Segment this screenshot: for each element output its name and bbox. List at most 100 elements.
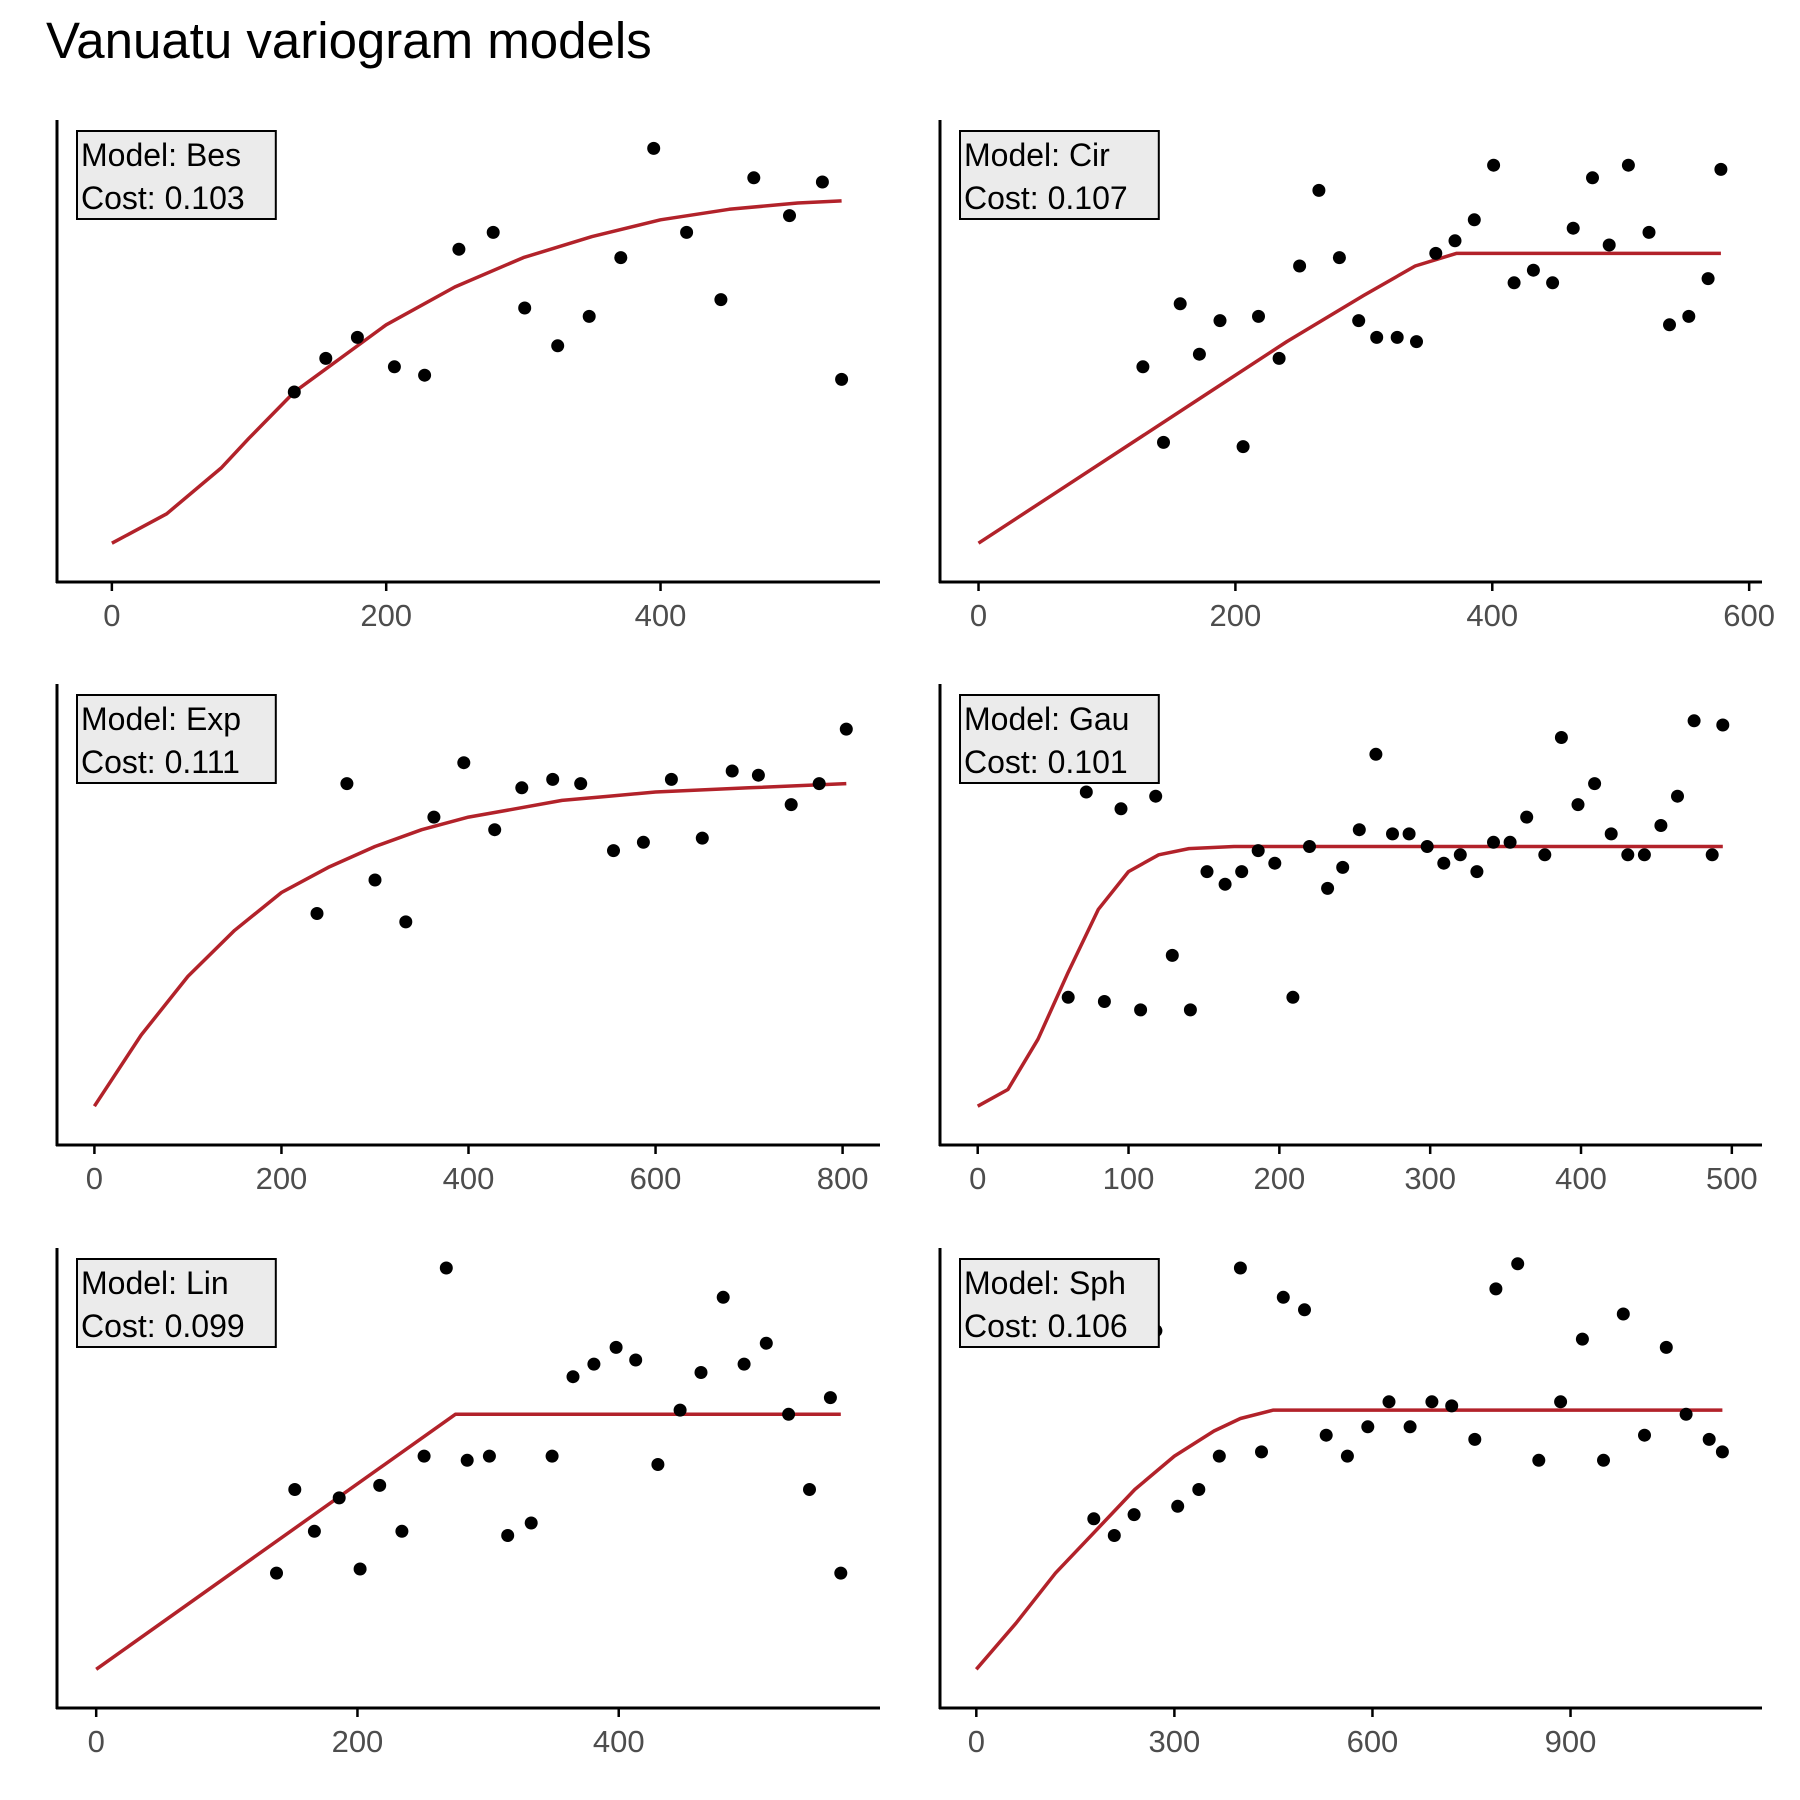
data-point xyxy=(1487,158,1501,172)
cost-label: Cost: 0.106 xyxy=(964,1308,1128,1344)
data-point xyxy=(418,368,432,382)
model-name-label: Model: Lin xyxy=(81,1265,229,1301)
data-point xyxy=(1293,259,1307,273)
data-point xyxy=(1097,995,1111,1008)
data-point xyxy=(1233,1261,1247,1275)
data-point xyxy=(664,772,678,786)
data-point xyxy=(1714,162,1728,176)
panel-6: 0 300 600 900 Model: Sph Cost: 0.106 xyxy=(938,1248,1762,1759)
x-tick-label: 0 xyxy=(969,1161,986,1196)
data-point xyxy=(1715,1445,1729,1459)
data-point xyxy=(1114,802,1128,816)
data-point xyxy=(1382,1395,1396,1409)
data-point xyxy=(524,1516,538,1530)
data-point xyxy=(1532,1453,1546,1467)
panel-1: 0 200 400 Model: Bes Cost: 0.103 xyxy=(55,120,880,633)
data-point xyxy=(1637,848,1651,862)
data-point xyxy=(1716,718,1730,732)
chart-title: Vanuatu variogram models xyxy=(46,12,652,69)
data-point xyxy=(759,1336,773,1350)
data-point xyxy=(1312,183,1326,197)
data-point xyxy=(1604,827,1618,841)
data-point xyxy=(551,339,565,353)
data-point xyxy=(716,1290,730,1304)
x-tick-label: 600 xyxy=(630,1161,682,1196)
model-line xyxy=(976,844,1723,1108)
data-point xyxy=(1642,225,1656,239)
label-box-frame xyxy=(959,1258,1160,1348)
data-point xyxy=(1134,1003,1148,1017)
x-tick-label: 200 xyxy=(256,1161,308,1196)
data-point xyxy=(452,242,466,256)
data-point xyxy=(373,1478,387,1492)
data-point xyxy=(1286,990,1300,1004)
x-tick-label: 400 xyxy=(1555,1161,1607,1196)
data-point xyxy=(1588,777,1602,791)
data-point xyxy=(566,1370,580,1384)
panel-3: 0 200 400 600 800 Model: Exp Cost: 0.111 xyxy=(55,684,880,1196)
x-tick-label: 0 xyxy=(970,598,987,633)
data-point xyxy=(515,781,529,795)
data-point xyxy=(1171,1499,1185,1513)
label-box-frame xyxy=(76,130,277,220)
data-point xyxy=(1192,1483,1206,1496)
data-point xyxy=(1453,848,1467,862)
data-point xyxy=(1470,865,1484,879)
data-point xyxy=(1554,731,1568,744)
data-point xyxy=(1087,1512,1101,1526)
data-point xyxy=(1682,309,1696,323)
data-point xyxy=(1165,948,1179,962)
x-tick-label: 100 xyxy=(1103,1161,1155,1196)
model-name-label: Model: Exp xyxy=(81,701,241,737)
data-point xyxy=(803,1483,816,1496)
data-point xyxy=(1489,1282,1503,1296)
model-name-label: Model: Bes xyxy=(81,137,241,173)
data-point xyxy=(1701,272,1715,286)
data-point xyxy=(1526,263,1540,277)
model-label-box: Model: Sph Cost: 0.106 xyxy=(959,1258,1160,1348)
data-point xyxy=(417,1449,431,1463)
data-point xyxy=(1386,827,1399,841)
data-point xyxy=(725,764,739,778)
cost-label: Cost: 0.111 xyxy=(81,744,240,780)
data-point xyxy=(1252,309,1265,323)
x-tick-label: 500 xyxy=(1706,1161,1758,1196)
data-point xyxy=(1336,860,1350,874)
data-point xyxy=(1429,246,1443,260)
model-name-label: Model: Cir xyxy=(964,137,1110,173)
data-point xyxy=(812,777,826,791)
x-tick-label: 600 xyxy=(1347,1724,1399,1759)
data-point xyxy=(1702,1432,1716,1446)
data-point xyxy=(1276,1290,1290,1304)
data-point xyxy=(1566,221,1580,235)
data-point xyxy=(636,835,650,849)
model-name-label: Model: Sph xyxy=(964,1265,1126,1301)
data-point xyxy=(1659,1340,1673,1354)
data-point xyxy=(1340,1449,1354,1463)
data-point xyxy=(1403,1420,1417,1434)
model-line xyxy=(977,251,1721,545)
data-point xyxy=(1468,1432,1482,1446)
x-tick-label: 0 xyxy=(103,598,120,633)
model-label-box: Model: Cir Cost: 0.107 xyxy=(959,130,1160,220)
data-point xyxy=(319,351,333,365)
x-tick-label: 200 xyxy=(1253,1161,1305,1196)
data-point xyxy=(629,1353,643,1367)
model-line xyxy=(92,781,847,1108)
label-box-frame xyxy=(959,694,1160,784)
data-point xyxy=(1268,856,1282,870)
x-tick-label: 0 xyxy=(968,1724,985,1759)
model-label-box: Model: Exp Cost: 0.111 xyxy=(76,694,277,784)
data-point xyxy=(1332,251,1346,265)
x-tick-label: 400 xyxy=(1466,598,1518,633)
data-point xyxy=(1212,1449,1226,1463)
data-point xyxy=(680,225,694,239)
data-point xyxy=(1183,1003,1197,1017)
data-point xyxy=(387,360,401,374)
panel-5: 0 200 400 Model: Lin Cost: 0.099 xyxy=(55,1248,880,1759)
data-point xyxy=(651,1458,665,1471)
data-point xyxy=(310,907,324,920)
data-point xyxy=(784,798,798,812)
x-tick-label: 900 xyxy=(1545,1724,1597,1759)
